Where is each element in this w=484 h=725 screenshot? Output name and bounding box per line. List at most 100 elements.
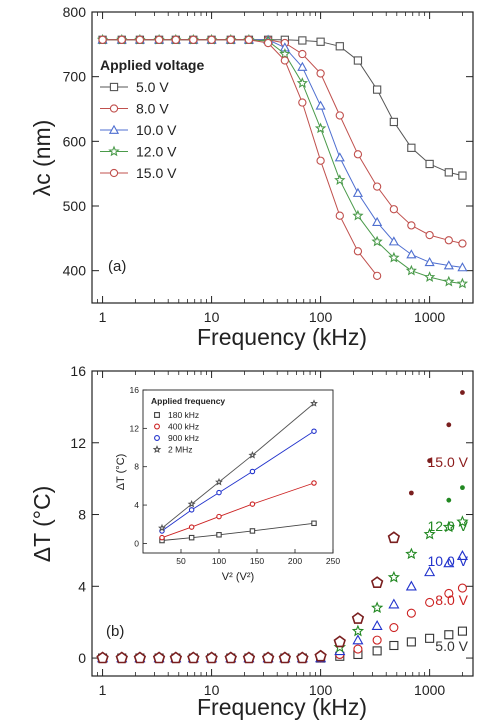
data-point [115,651,128,664]
data-point [444,236,453,245]
data-point [352,187,364,197]
series-value-label: 10.0 V [428,553,469,569]
data-point [427,458,433,464]
series-value-label: 12.0 V [428,518,469,534]
data-point [406,249,417,259]
data-point [371,235,383,247]
data-point [444,588,454,599]
inset-data-point [311,520,317,527]
data-point [387,570,400,583]
inset-x-tick-label: 150 [250,556,264,566]
data-point [446,497,452,503]
data-point [407,221,416,230]
data-point [242,651,256,664]
panel-a: 1 10 100 1000 400 500 600 700 800 Applied voltag… [29,4,474,350]
data-point [171,35,180,44]
data-point [424,566,436,577]
data-point [351,624,365,637]
data-point [443,557,455,568]
data-point [457,626,467,636]
inset-x-tick-label: 100 [212,556,226,566]
inset-x-tick-label: 250 [326,556,340,566]
data-point [444,168,453,177]
data-point [389,205,399,214]
data-point [457,583,467,593]
inset-x-tick-label: 50 [176,556,186,566]
data-point [406,608,416,618]
inset-legend-label: 2 MHz [168,445,193,455]
data-point [133,651,147,664]
inset-legend-marker [154,423,160,430]
data-point [372,646,382,656]
inset-y-tick-label: 12 [130,423,140,433]
y-tick-label: 400 [63,263,87,279]
legend-marker [109,104,119,113]
data-point [388,251,400,263]
data-point [424,256,435,267]
inset-data-point [188,524,195,530]
inset-x-tick-label: 200 [288,556,302,566]
data-point [425,597,435,607]
inset-data-point [216,513,222,520]
data-point [371,620,383,630]
data-point [296,77,308,88]
data-point [261,651,275,664]
inset-data-point [311,428,317,434]
data-point [335,42,344,51]
data-point [154,35,164,44]
data-point [372,216,383,227]
data-point [425,633,435,643]
data-point [456,550,468,561]
inset-data-point [158,523,166,532]
data-point [458,239,467,248]
data-point [351,612,365,624]
x-axis-label: Frequency (kHz) [197,694,367,720]
panel-label-b: (b) [106,623,124,640]
legend-label: 5.0 V [136,79,169,95]
data-point [207,35,216,44]
data-point [389,117,399,127]
data-point [423,527,436,540]
data-point [334,174,346,185]
data-point [335,111,344,120]
data-point [169,651,183,664]
data-point [314,122,327,134]
inset-data-point [249,501,256,507]
data-point [98,35,107,44]
inset-data-point [187,500,196,508]
data-point [444,630,454,640]
panel-a-frame [91,11,474,304]
data-point [405,547,418,560]
data-point [389,640,399,651]
data-point [352,209,364,221]
x-tick-label: 100 [309,682,333,698]
data-point [297,61,308,71]
x-tick-label: 1 [99,682,107,698]
data-point [298,36,307,45]
inset-data-point [216,489,222,496]
data-point [387,531,401,544]
data-point [371,601,384,614]
x-tick-label: 1000 [414,309,445,325]
data-point [388,236,399,246]
series-value-label: 5.0 V [435,638,468,654]
data-point [406,637,416,647]
legend-marker [109,168,119,178]
inset-y-tick-label: 4 [134,500,139,510]
data-point [189,35,198,44]
x-tick-label: 10 [204,682,220,698]
inset-data-point [311,480,317,486]
y-axis-label: ΔT (°C) [29,486,55,563]
inset-ticks: 50 100 150 200 250 0 4 8 12 16 [130,385,341,566]
data-point [423,271,436,282]
data-point [407,143,416,152]
y-tick-label: 500 [63,198,87,214]
data-point [408,490,414,496]
inset-data-point [188,507,195,513]
data-point [389,623,399,633]
y-tick-label: 800 [63,4,87,20]
data-point [460,390,465,395]
data-point [96,651,109,664]
inset-data-point [248,450,257,459]
